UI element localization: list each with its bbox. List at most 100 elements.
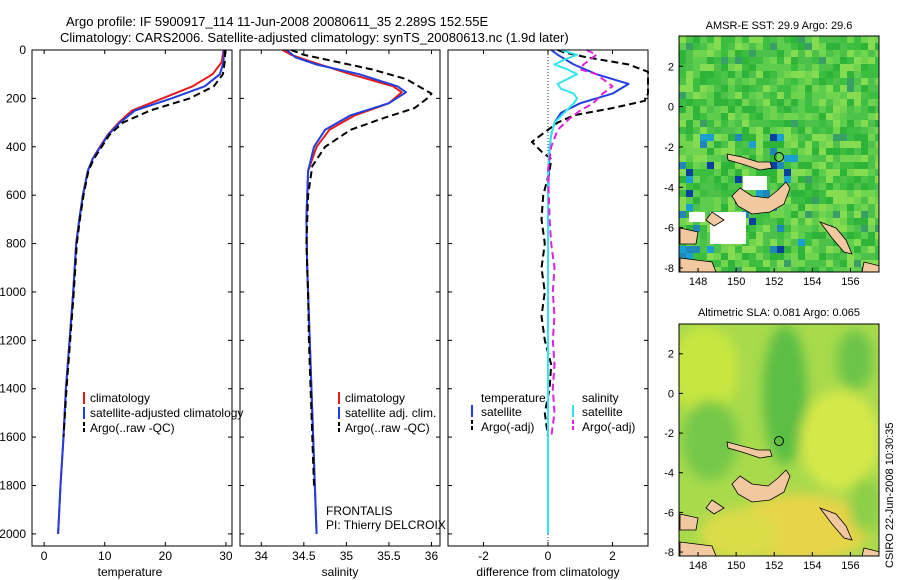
sst-cell xyxy=(749,225,756,232)
sst-cell xyxy=(798,92,805,99)
sst-cell xyxy=(686,64,693,71)
x-tick-label: 2 xyxy=(609,549,616,563)
sst-cell xyxy=(875,169,879,176)
sst-cell xyxy=(777,260,784,267)
sst-cell xyxy=(791,169,798,176)
sst-cell xyxy=(700,246,707,253)
sst-cell xyxy=(679,155,686,162)
sst-cell xyxy=(875,120,879,127)
sst-cell xyxy=(847,141,854,148)
sst-cell xyxy=(707,120,714,127)
land-polygon xyxy=(679,513,699,531)
sst-cell xyxy=(819,232,826,239)
sst-cell xyxy=(770,260,777,267)
sst-cell xyxy=(763,120,770,127)
sst-cell xyxy=(854,183,861,190)
sst-cell xyxy=(861,155,868,162)
legend-sal-argo-label: Argo(-adj) xyxy=(582,420,635,434)
sst-cell xyxy=(791,218,798,225)
sst-cell xyxy=(686,155,693,162)
sst-cell xyxy=(749,155,756,162)
sst-cell xyxy=(861,183,868,190)
map-x-tick-label: 150 xyxy=(727,276,745,288)
sst-cell xyxy=(833,183,840,190)
sst-cell xyxy=(749,127,756,134)
sst-cell xyxy=(728,127,735,134)
sst-cell xyxy=(700,148,707,155)
sst-cell xyxy=(700,155,707,162)
sst-cell xyxy=(819,148,826,155)
sst-cell xyxy=(728,260,735,267)
sst-cell xyxy=(763,50,770,57)
sst-cell xyxy=(819,92,826,99)
figure-title-line1: Argo profile: IF 5900917_114 11-Jun-2008… xyxy=(66,14,488,29)
sst-cell xyxy=(735,260,742,267)
sst-cell xyxy=(805,169,812,176)
sst-cell xyxy=(707,183,714,190)
sst-cell xyxy=(847,197,854,204)
sst-cell xyxy=(812,211,819,218)
sst-cell xyxy=(798,57,805,64)
sst-cell xyxy=(763,211,770,218)
sst-cell xyxy=(875,253,879,260)
sst-cell xyxy=(805,36,812,43)
sst-cell xyxy=(770,50,777,57)
sst-cell xyxy=(784,134,791,141)
map-x-tick-label: 152 xyxy=(765,276,783,288)
sst-cell xyxy=(840,267,847,272)
sst-cell xyxy=(819,85,826,92)
sst-cell xyxy=(791,176,798,183)
sst-cell xyxy=(749,36,756,43)
sst-cell xyxy=(728,204,735,211)
sst-cell xyxy=(868,155,875,162)
temperature-panel: 0 10 20 30 0 200 400 600 800 1000 1200 1400 1600 1800… xyxy=(0,43,243,579)
land-polygon xyxy=(705,499,725,515)
sst-cell xyxy=(777,141,784,148)
sst-cell xyxy=(812,36,819,43)
sst-cell xyxy=(784,36,791,43)
sst-cell xyxy=(686,127,693,134)
sst-cell xyxy=(679,169,686,176)
sst-cell xyxy=(721,106,728,113)
sst-cell xyxy=(826,253,833,260)
sst-cell xyxy=(812,106,819,113)
sst-cell xyxy=(714,57,721,64)
sst-cell xyxy=(847,134,854,141)
sst-cell xyxy=(679,204,686,211)
sst-cell xyxy=(721,50,728,57)
sst-cell xyxy=(777,57,784,64)
sst-cell xyxy=(700,204,707,211)
sst-cell xyxy=(826,162,833,169)
sst-cell xyxy=(861,85,868,92)
sst-cell xyxy=(854,232,861,239)
salinity-xlabel: salinity xyxy=(322,565,359,579)
sla-field xyxy=(679,324,879,556)
legend-climatology-label: climatology xyxy=(90,391,150,405)
sst-cell xyxy=(819,246,826,253)
sst-cell xyxy=(805,183,812,190)
sst-cell xyxy=(826,176,833,183)
sst-cell xyxy=(714,197,721,204)
sst-landmass xyxy=(679,153,879,272)
map-x-tick-label: 152 xyxy=(765,560,783,572)
sst-cell xyxy=(679,246,686,253)
sst-cell xyxy=(749,246,756,253)
sst-cell xyxy=(854,36,861,43)
sst-cell xyxy=(756,120,763,127)
series-line-temperature-argo-adj xyxy=(530,49,649,438)
map-y-tick-label: 0 xyxy=(668,102,674,114)
sst-cell xyxy=(700,85,707,92)
x-tick-label: 0 xyxy=(545,549,552,563)
sst-cell xyxy=(791,106,798,113)
sst-cell xyxy=(840,169,847,176)
sst-cell xyxy=(770,239,777,246)
map-y-tick-label: 2 xyxy=(668,349,674,361)
sst-cell xyxy=(854,239,861,246)
sst-cell xyxy=(861,99,868,106)
sst-cell xyxy=(784,43,791,50)
sst-cell xyxy=(875,64,879,71)
sst-cell xyxy=(840,99,847,106)
sst-cell xyxy=(763,267,770,272)
sst-cell xyxy=(861,162,868,169)
sst-cell xyxy=(819,50,826,57)
